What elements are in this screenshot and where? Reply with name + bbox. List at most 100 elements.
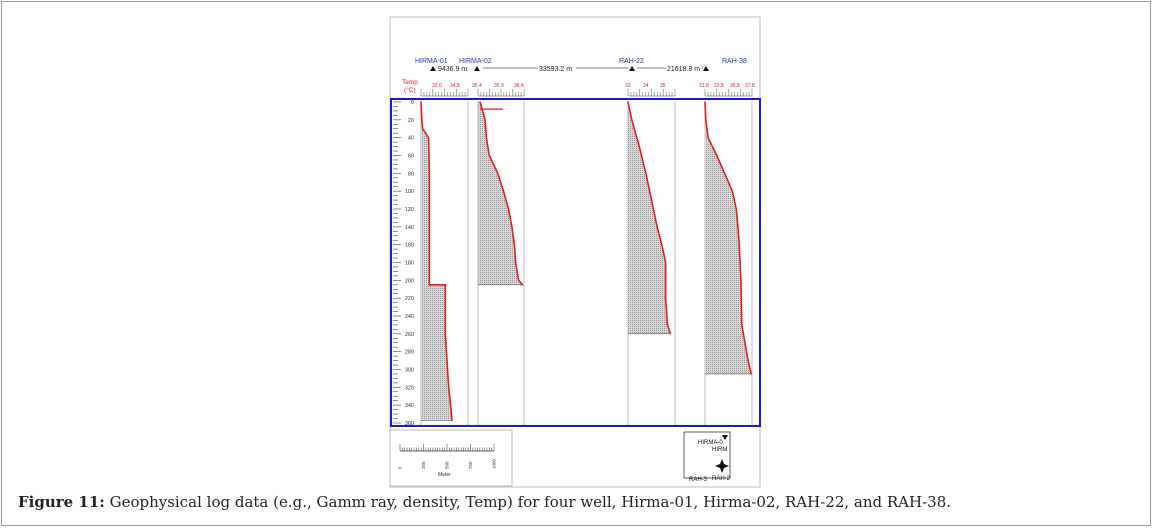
data-point [496, 172, 499, 175]
well-name: HIRMA-02 [459, 58, 492, 65]
well-header: HIRMA-01 HIRMA-02 RAH-22 RAH-38 9436.9 m… [402, 58, 747, 94]
data-point [664, 261, 667, 264]
data-point [421, 128, 424, 130]
scale-bar-label: 0 [398, 466, 403, 469]
data-point [479, 101, 481, 103]
data-point [511, 226, 513, 228]
depth-tick-label: 40 [408, 136, 414, 142]
data-point [428, 172, 431, 175]
data-point [631, 119, 633, 121]
log-tracks [420, 101, 753, 425]
data-point [421, 119, 423, 121]
temperature-curve [420, 101, 453, 421]
data-point [517, 279, 520, 282]
depth-tick-label: 180 [405, 261, 414, 267]
distance-label: 9436.9 m [438, 66, 467, 73]
temp-tick: 35.4 [472, 83, 482, 89]
well-marker-icon [722, 435, 728, 440]
log-fill-area [628, 102, 671, 334]
depth-tick-label: 80 [408, 171, 414, 177]
data-point [428, 284, 431, 286]
data-point [485, 136, 488, 139]
scale-bar-label: 750 [468, 461, 473, 469]
scale-bar-unit: Meter [438, 472, 451, 478]
temp-tick: 33 [625, 83, 631, 89]
temp-scale-ticks [420, 89, 753, 97]
well-marker-icon [703, 66, 709, 71]
data-point [716, 154, 718, 157]
temp-tick: 35 [660, 83, 666, 89]
data-point [707, 136, 709, 139]
data-point [427, 136, 430, 139]
scale-bar-label: 250 [421, 461, 426, 469]
data-point [737, 235, 740, 237]
temp-tick: 34 [643, 83, 649, 89]
depth-tick-label: 160 [405, 243, 414, 249]
well-name: RAH-22 [619, 58, 644, 65]
temp-tick-labels: 32.0 34.8 35.4 35.9 36.4 33 34 35 31.8 3… [432, 83, 755, 89]
data-point [420, 101, 422, 103]
data-point [451, 419, 453, 422]
depth-tick-label: 280 [405, 350, 414, 356]
north-arrow-icon [715, 459, 729, 473]
inset-label: RAH-3 [689, 477, 708, 483]
data-point [705, 119, 707, 121]
depth-tick-label: 300 [405, 368, 414, 374]
data-point [444, 333, 447, 335]
scale-bar-box [389, 429, 513, 487]
depth-tick-label: 240 [405, 314, 414, 320]
data-point [627, 101, 629, 103]
figure-caption: Figure 11: Geophysical log data (e.g., G… [18, 493, 951, 511]
data-point [750, 373, 752, 375]
temp-tick: 35.8 [730, 83, 740, 89]
temp-tick: 36.4 [514, 83, 524, 89]
temp-tick: 34.8 [450, 83, 460, 89]
temperature-curve [479, 101, 524, 286]
data-point [650, 199, 653, 201]
data-point [741, 324, 743, 326]
data-point [514, 261, 517, 264]
well-name: RAH-38 [722, 58, 747, 65]
data-point [522, 284, 524, 286]
data-point [704, 101, 706, 103]
temp-tick: 33.8 [714, 83, 724, 89]
depth-tick-label: 100 [405, 189, 414, 195]
log-panel [390, 98, 761, 427]
data-point [444, 284, 447, 286]
well-marker-icon [430, 66, 436, 71]
data-point [645, 172, 647, 175]
data-point [664, 297, 667, 299]
depth-tick-label: 120 [405, 207, 414, 213]
distance-label: 21618.8 m [667, 66, 700, 73]
data-point [502, 190, 505, 192]
depth-tick-label: 200 [405, 278, 414, 284]
data-point [488, 154, 490, 157]
scale-bar-label: 1000 [492, 458, 497, 469]
depth-tick-label: 60 [408, 154, 414, 160]
temp-tick: 35.9 [494, 83, 504, 89]
well-name: HIRMA-01 [415, 58, 448, 65]
data-point [740, 279, 742, 282]
temp-tick: 31.8 [699, 83, 709, 89]
caption-text: Geophysical log data (e.g., Gamm ray, de… [109, 493, 952, 511]
data-point [663, 257, 666, 259]
data-point [447, 386, 450, 389]
data-point [484, 119, 486, 121]
inset-label: HIRMA-0 [698, 440, 723, 446]
data-point [744, 342, 746, 344]
data-point [656, 226, 658, 228]
depth-tick-label: 320 [405, 385, 414, 391]
log-fill-area [705, 102, 752, 374]
depth-tick-label: 360 [405, 421, 414, 427]
data-point [723, 172, 726, 175]
depth-axis: 0 20 40 60 80 100 120 140 160 180 200 220 240 260 280 3… [393, 100, 414, 427]
depth-tick-label: 140 [405, 225, 414, 231]
data-point [513, 243, 516, 246]
temp-label: Temp [402, 79, 418, 86]
temp-unit: (°C) [404, 86, 416, 94]
temperature-curve [627, 101, 672, 335]
depth-tick-label: 220 [405, 296, 414, 302]
distance-label: 33593.2 m [539, 66, 572, 73]
